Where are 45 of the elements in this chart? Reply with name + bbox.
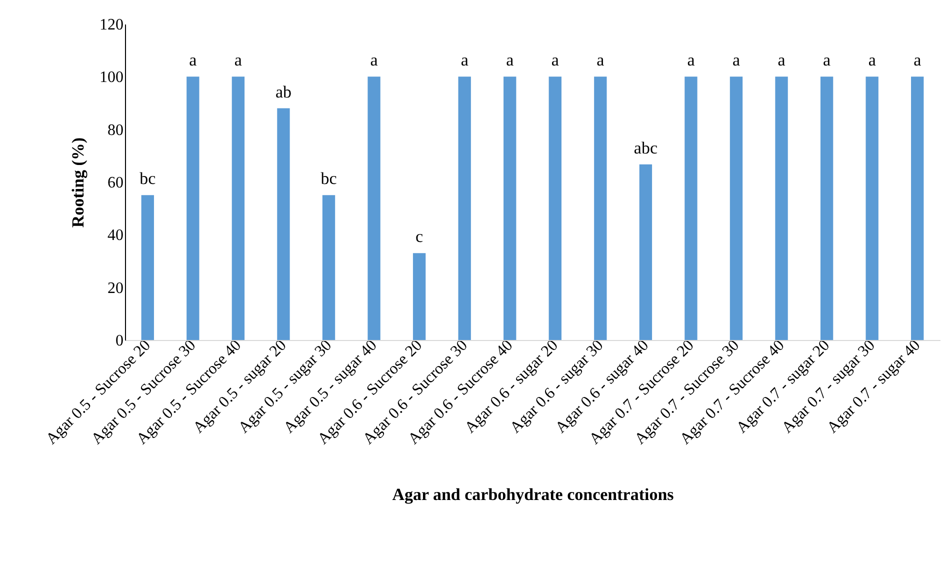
bar xyxy=(458,76,471,340)
annotation: a xyxy=(370,50,378,70)
bar xyxy=(277,108,290,340)
bar xyxy=(594,76,607,340)
x-axis-title: Agar and carbohydrate concentrations xyxy=(392,485,674,504)
y-tick-label: 80 xyxy=(108,122,124,139)
annotation: a xyxy=(551,50,560,70)
annotation: a xyxy=(823,50,832,70)
annotation: bc xyxy=(320,169,338,188)
annotation: abc xyxy=(634,138,658,158)
annotation: a xyxy=(778,50,786,70)
y-tick-label: 120 xyxy=(100,16,124,34)
annotation: bc xyxy=(140,169,156,188)
annotation: a xyxy=(189,50,198,70)
y-tick-label: 0 xyxy=(116,332,124,350)
bar xyxy=(820,76,834,340)
y-tick-label: 100 xyxy=(100,69,124,86)
bar xyxy=(639,164,652,340)
annotation: a xyxy=(732,50,740,70)
bar xyxy=(322,195,336,340)
bar xyxy=(504,76,516,340)
bar xyxy=(911,76,924,340)
bar xyxy=(141,195,154,340)
y-tick-label: 20 xyxy=(108,280,124,297)
y-tick-label: 40 xyxy=(108,227,124,244)
annotation: a xyxy=(234,50,242,70)
bar xyxy=(548,76,562,340)
bar xyxy=(232,76,245,340)
y-tick-label: 60 xyxy=(108,174,124,192)
annotation: a xyxy=(596,50,605,70)
y-axis-title: Rooting (%) xyxy=(68,137,88,228)
bar xyxy=(412,253,426,340)
bar xyxy=(866,76,878,340)
annotation: a xyxy=(687,50,696,70)
annotation: c xyxy=(416,227,424,246)
annotation: a xyxy=(506,50,514,70)
annotation: ab xyxy=(275,82,292,102)
bar xyxy=(186,76,200,340)
bar xyxy=(684,76,698,340)
bar xyxy=(730,76,743,340)
bar xyxy=(775,76,788,340)
bar xyxy=(368,76,380,340)
annotation: a xyxy=(914,50,922,70)
annotation: a xyxy=(868,50,876,70)
annotation: a xyxy=(460,50,469,70)
